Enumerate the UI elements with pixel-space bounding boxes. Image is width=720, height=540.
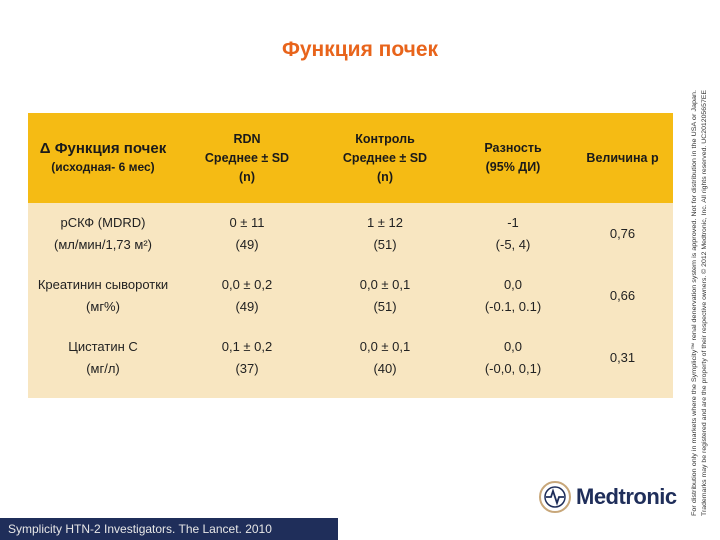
header-rdn-line: RDN [233, 131, 261, 146]
side-disclaimer-svg: For distribution only in markets where t… [691, 90, 708, 516]
row-label-line: (мл/мин/1,73 м²) [54, 237, 152, 252]
header-difference-line: (95% ДИ) [485, 160, 541, 174]
header-renal-function-period: (исходная- 6 мес) [51, 160, 155, 174]
difference-estimate: -1 [507, 215, 519, 230]
control-value: 0,0 ± 0,1 (40) [316, 336, 454, 380]
row-label-line: (мг%) [86, 299, 120, 314]
difference-estimate: 0,0 [503, 339, 523, 354]
header-control-line: Контроль [355, 131, 415, 146]
table-header: Δ Функция почек (исходная- 6 мес) RDN Ср… [28, 113, 673, 203]
rdn-mean: 0,0 ± 0,2 [221, 277, 273, 292]
difference-estimate: 0,0 [503, 277, 523, 292]
row-label-line: рСКФ (MDRD) [60, 215, 146, 230]
rdn-n: (49) [235, 299, 259, 314]
header-rdn-line: (n) [239, 169, 255, 184]
row-label: Цистатин C (мг/л) [28, 336, 178, 380]
row-label-line: Цистатин C [68, 339, 138, 354]
header-control: Контроль Среднее ± SD (n) [316, 130, 454, 187]
control-value: 1 ± 12 (51) [316, 212, 454, 256]
rdn-value: 0 ± 11 (49) [178, 212, 316, 256]
header-p-value: Величина p [586, 150, 659, 165]
table-row: Креатинин сыворотки (мг%) 0,0 ± 0,2 (49)… [28, 265, 673, 327]
difference-value: 0,0 (-0,0, 0,1) [454, 336, 572, 380]
rdn-value: 0,1 ± 0,2 (37) [178, 336, 316, 380]
row-label-line: (мг/л) [86, 361, 120, 376]
table-row: Цистатин C (мг/л) 0,1 ± 0,2 (37) 0,0 ± 0… [28, 327, 673, 389]
header-control-line: (n) [377, 169, 393, 184]
control-value: 0,0 ± 0,1 (51) [316, 274, 454, 318]
side-disclaimer: For distribution only in markets where t… [684, 88, 720, 518]
row-label-line: Креатинин сыворотки [37, 277, 169, 292]
footer-citation: Symplicity HTN-2 Investigators. The Lanc… [0, 518, 338, 540]
header-renal-function: Δ Функция почек (исходная- 6 мес) [28, 139, 178, 177]
page-title: Функция почек [281, 38, 439, 61]
difference-value: -1 (-5, 4) [454, 212, 572, 256]
rdn-n: (49) [235, 237, 259, 252]
header-renal-function-title: Δ Функция почек [39, 140, 167, 157]
rdn-value: 0,0 ± 0,2 (49) [178, 274, 316, 318]
rdn-mean: 0,1 ± 0,2 [221, 339, 273, 354]
row-label: рСКФ (MDRD) (мл/мин/1,73 м²) [28, 212, 178, 256]
rdn-mean: 0 ± 11 [229, 215, 265, 230]
difference-ci: (-0.1, 0.1) [484, 299, 542, 314]
control-mean: 1 ± 12 [366, 215, 404, 230]
header-control-line: Среднее ± SD [342, 150, 428, 165]
control-mean: 0,0 ± 0,1 [359, 277, 411, 292]
row-label: Креатинин сыворотки (мг%) [28, 274, 178, 318]
medtronic-logo: Medtronic [538, 480, 677, 514]
header-difference: Разность (95% ДИ) [454, 139, 572, 177]
side-disclaimer-line: Trademarks may be registered and are the… [701, 90, 708, 516]
p-value: 0,76 [609, 226, 636, 241]
rdn-n: (37) [235, 361, 259, 376]
control-n: (40) [373, 361, 397, 376]
header-difference-line: Разность [484, 141, 542, 155]
logo-wordmark: Medtronic [576, 484, 677, 509]
control-n: (51) [373, 299, 397, 314]
medtronic-logo-icon [539, 481, 571, 513]
control-n: (51) [373, 237, 397, 252]
table-body: рСКФ (MDRD) (мл/мин/1,73 м²) 0 ± 11 (49)… [28, 203, 673, 398]
p-value: 0,31 [609, 350, 636, 365]
header-rdn: RDN Среднее ± SD (n) [178, 130, 316, 187]
table-row: рСКФ (MDRD) (мл/мин/1,73 м²) 0 ± 11 (49)… [28, 203, 673, 265]
p-value: 0,66 [609, 288, 636, 303]
difference-ci: (-5, 4) [495, 237, 531, 252]
header-rdn-line: Среднее ± SD [204, 150, 290, 165]
difference-value: 0,0 (-0.1, 0.1) [454, 274, 572, 318]
control-mean: 0,0 ± 0,1 [359, 339, 411, 354]
side-disclaimer-line: For distribution only in markets where t… [691, 90, 698, 516]
renal-function-table: Δ Функция почек (исходная- 6 мес) RDN Ср… [28, 113, 673, 398]
difference-ci: (-0,0, 0,1) [484, 361, 542, 376]
